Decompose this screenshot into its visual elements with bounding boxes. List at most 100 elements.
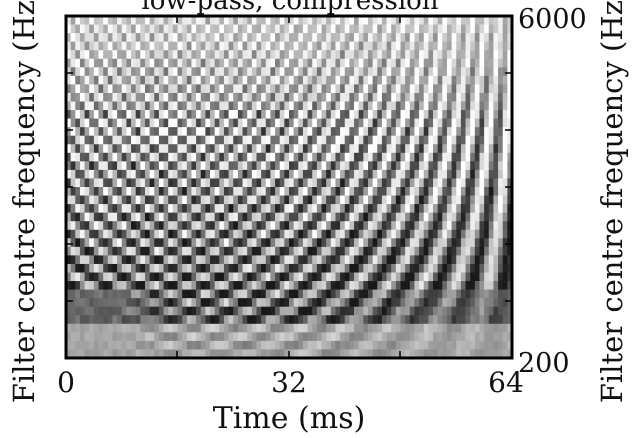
heatmap-cell: [358, 110, 364, 119]
heatmap-cell: [205, 229, 211, 239]
heatmap-cell: [479, 33, 485, 42]
heatmap-cell: [316, 332, 322, 342]
heatmap-cell: [470, 135, 476, 145]
heatmap-cell: [121, 187, 127, 196]
heatmap-cell: [242, 246, 248, 256]
heatmap-cell: [419, 101, 425, 111]
heatmap-cell: [163, 187, 169, 196]
heatmap-cell: [191, 204, 197, 213]
heatmap-cell: [233, 221, 239, 231]
heatmap-cell: [214, 118, 220, 128]
heatmap-cell: [214, 50, 220, 60]
heatmap-cell: [414, 75, 420, 85]
heatmap-cell: [140, 144, 146, 154]
heatmap-cell: [405, 340, 411, 350]
heatmap-cell: [107, 101, 113, 111]
heatmap-cell: [103, 323, 109, 333]
heatmap-cell: [275, 306, 281, 316]
heatmap-cell: [493, 127, 499, 137]
heatmap-cell: [149, 127, 155, 137]
heatmap-cell: [126, 238, 132, 248]
heatmap-cell: [275, 178, 281, 188]
heatmap-cell: [474, 349, 480, 359]
heatmap-cell: [79, 187, 85, 196]
heatmap-cell: [470, 33, 476, 42]
heatmap-cell: [474, 340, 480, 350]
heatmap-cell: [107, 238, 113, 248]
heatmap-cell: [103, 135, 109, 145]
heatmap-cell: [316, 92, 322, 102]
heatmap-cell: [349, 50, 355, 60]
heatmap-cell: [474, 212, 480, 222]
heatmap-cell: [135, 255, 141, 265]
heatmap-cell: [363, 195, 369, 205]
heatmap-cell: [172, 315, 178, 325]
heatmap-cell: [149, 75, 155, 85]
heatmap-cell: [437, 238, 443, 248]
heatmap-cell: [312, 349, 318, 359]
heatmap-cell: [270, 272, 276, 282]
heatmap-cell: [131, 58, 137, 68]
heatmap-cell: [200, 323, 206, 333]
heatmap-cell: [107, 263, 113, 273]
heatmap-cell: [344, 298, 350, 308]
heatmap-cell: [456, 255, 462, 265]
x-tick-label-2: 64: [488, 366, 524, 399]
heatmap-cell: [214, 263, 220, 273]
heatmap-cell: [186, 263, 192, 273]
heatmap-cell: [307, 263, 313, 273]
heatmap-cell: [335, 272, 341, 282]
heatmap-cell: [405, 75, 411, 85]
heatmap-cell: [89, 92, 95, 102]
heatmap-cell: [98, 204, 104, 213]
heatmap-cell: [349, 315, 355, 325]
heatmap-cell: [107, 161, 113, 171]
heatmap-cell: [182, 315, 188, 325]
heatmap-cell: [414, 221, 420, 231]
heatmap-cell: [112, 41, 118, 51]
heatmap-cell: [233, 135, 239, 145]
heatmap-cell: [470, 263, 476, 273]
heatmap-cell: [460, 178, 466, 188]
heatmap-cell: [103, 332, 109, 342]
heatmap-cell: [279, 212, 285, 222]
heatmap-cell: [372, 152, 378, 162]
heatmap-cell: [163, 33, 169, 42]
heatmap-cell: [391, 152, 397, 162]
heatmap-cell: [149, 272, 155, 282]
heatmap-cell: [84, 298, 90, 308]
heatmap-cell: [405, 289, 411, 299]
heatmap-cell: [302, 67, 308, 77]
heatmap-cell: [172, 152, 178, 162]
heatmap-cell: [182, 152, 188, 162]
heatmap-cell: [196, 272, 202, 282]
heatmap-cell: [433, 75, 439, 85]
heatmap-cell: [367, 127, 373, 137]
heatmap-cell: [172, 229, 178, 239]
heatmap-cell: [200, 75, 206, 85]
heatmap-cell: [66, 152, 71, 162]
heatmap-cell: [135, 152, 141, 162]
heatmap-cell: [256, 24, 262, 34]
heatmap-cell: [377, 118, 383, 128]
heatmap-cell: [275, 152, 281, 162]
heatmap-cell: [237, 340, 243, 350]
heatmap-cell: [121, 178, 127, 188]
heatmap-cell: [219, 178, 225, 188]
heatmap-cell: [428, 315, 434, 325]
heatmap-cell: [312, 92, 318, 102]
heatmap-cell: [391, 306, 397, 316]
heatmap-cell: [251, 204, 257, 213]
heatmap-cell: [205, 255, 211, 265]
heatmap-cell: [210, 298, 216, 308]
heatmap-cell: [367, 332, 373, 342]
heatmap-cell: [386, 152, 392, 162]
heatmap-cell: [219, 349, 225, 359]
heatmap-cell: [289, 281, 294, 290]
heatmap-cell: [479, 263, 485, 273]
heatmap-cell: [265, 323, 271, 333]
heatmap-cell: [326, 255, 332, 265]
heatmap-cell: [377, 144, 383, 154]
heatmap-cell: [219, 33, 225, 42]
